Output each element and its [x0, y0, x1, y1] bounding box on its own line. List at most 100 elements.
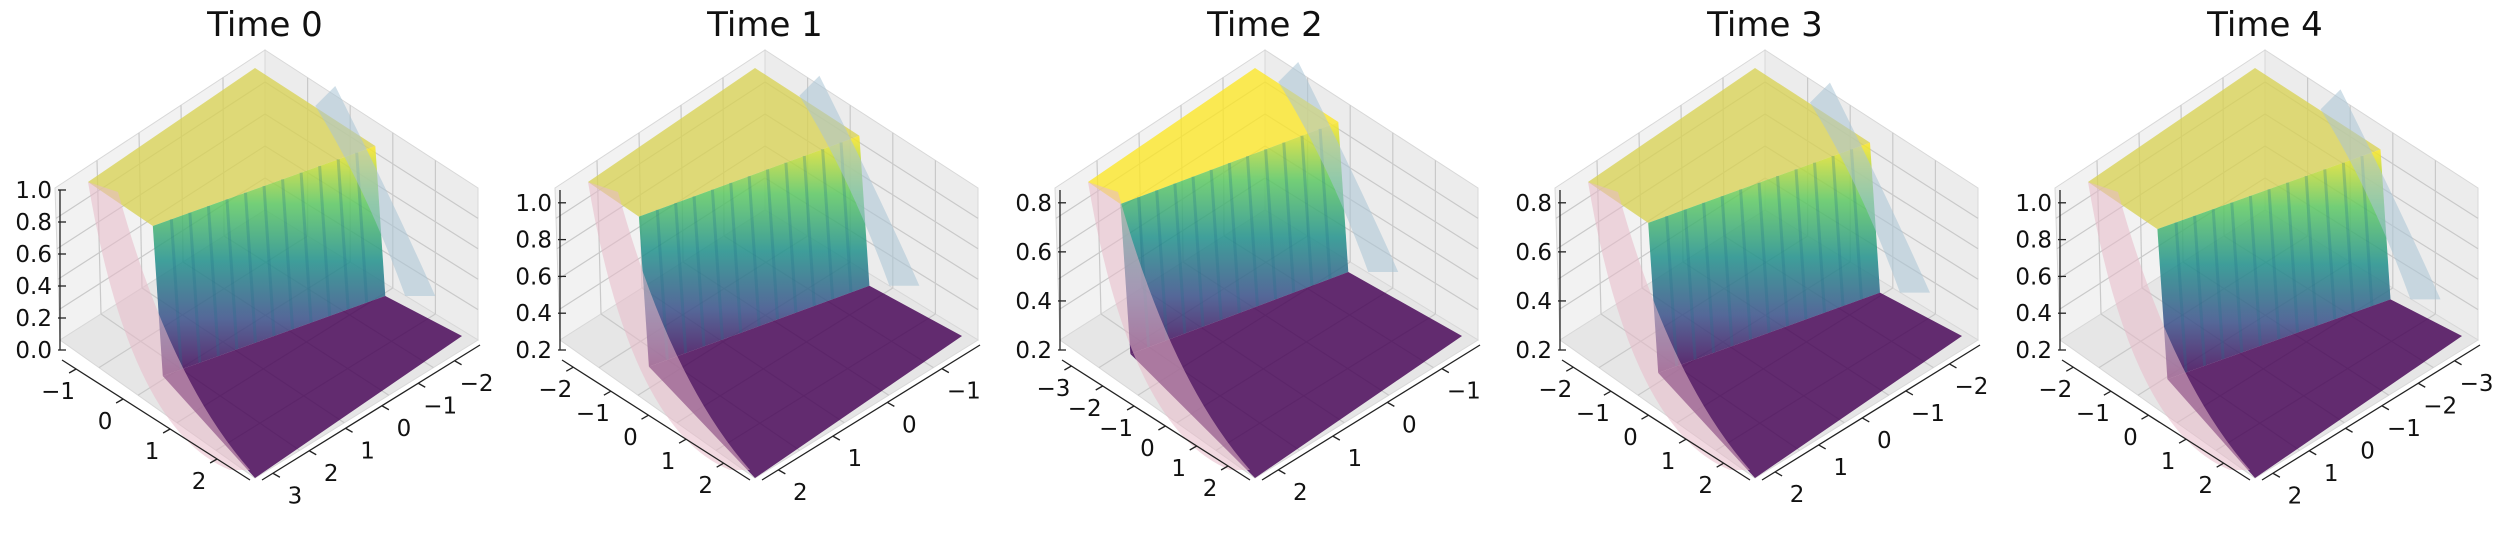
y-tick-label: −1 — [2387, 416, 2421, 442]
x-tick-label: 1 — [1171, 456, 1186, 482]
y-tick-label: −2 — [2423, 393, 2457, 419]
x-tick — [162, 428, 171, 434]
y-tick-label: −1 — [1447, 379, 1481, 405]
x-tick-label: −1 — [2076, 401, 2110, 427]
x-axis — [1061, 359, 1251, 481]
surface-floor — [162, 296, 463, 478]
x-tick — [1565, 366, 1574, 372]
surface-ripple — [802, 155, 816, 307]
z-tick-label: 0.6 — [1515, 240, 1552, 266]
x-axis — [61, 359, 251, 481]
y-axis — [1761, 344, 1981, 481]
surface-floor — [648, 285, 962, 478]
x-tick-label: 1 — [145, 439, 160, 465]
surface-plateau — [1588, 68, 1870, 223]
x-tick — [1095, 385, 1104, 391]
x-tick — [1064, 365, 1072, 371]
surface-plateau — [88, 68, 376, 226]
y-tick-label: −2 — [460, 371, 494, 397]
surface-ripple — [1813, 162, 1827, 313]
surface-ripple — [2286, 182, 2300, 333]
z-tick-label: 1.0 — [2015, 191, 2052, 217]
surface-ripple — [821, 149, 835, 300]
surface-ripple — [2211, 209, 2225, 360]
y-tick-label: 0 — [397, 416, 412, 442]
x-tick-label: −3 — [1036, 376, 1070, 402]
panel-title: Time 4 — [2206, 5, 2323, 45]
x-tick — [1158, 425, 1166, 431]
z-tick-label: 0.6 — [515, 264, 552, 290]
z-tick-label: 1.0 — [15, 178, 52, 204]
y-tick-label: −3 — [2460, 371, 2494, 397]
surface-ripple — [281, 179, 295, 330]
x-tick — [209, 458, 218, 464]
y-tick-label: 2 — [793, 480, 808, 506]
surface-ripple — [1683, 209, 1697, 360]
surface-ripple — [243, 192, 257, 343]
surface-ripple — [262, 185, 276, 337]
y-tick — [1278, 469, 1286, 475]
surface-cliff — [152, 146, 386, 376]
y-tick-label: 1 — [1833, 455, 1848, 481]
z-tick-label: 0.2 — [515, 338, 552, 364]
y-tick — [1441, 368, 1450, 374]
surface-ripple — [299, 172, 313, 323]
panel-title: Time 1 — [706, 5, 823, 45]
surface-ripple — [1173, 183, 1187, 334]
x-tick-label: 0 — [2123, 425, 2138, 451]
surface-ripple — [1282, 142, 1296, 293]
x-tick-label: 1 — [1661, 449, 1676, 475]
surface-ripple — [1665, 216, 1679, 367]
y-tick-label: 1 — [2324, 461, 2339, 487]
surface-shadow — [588, 182, 750, 470]
panel-title: Time 3 — [1706, 5, 1823, 45]
z-tick-label: 0.0 — [15, 338, 52, 364]
z-tick-label: 0.2 — [1515, 338, 1552, 364]
y-tick — [778, 469, 786, 475]
z-tick-label: 0.4 — [2015, 301, 2052, 327]
surface-cliff — [2157, 149, 2391, 380]
x-tick-label: −2 — [2038, 377, 2072, 403]
surface-cliff — [1648, 142, 1880, 373]
z-tick-label: 0.4 — [515, 301, 552, 327]
x-tick-label: 1 — [661, 449, 676, 475]
y-tick — [2381, 405, 2390, 411]
surface-ripple — [729, 182, 743, 333]
y-tick — [1774, 471, 1783, 477]
panel-title: Time 2 — [1206, 5, 1323, 45]
surface-ripple — [2304, 175, 2318, 327]
x-axis — [561, 359, 751, 481]
y-tick — [2272, 472, 2281, 478]
surface-ripple — [318, 165, 332, 317]
x-tick-label: 2 — [698, 473, 713, 499]
y-tick-label: 1 — [360, 438, 375, 464]
x-tick-label: 0 — [1623, 425, 1638, 451]
surface-ripple — [1264, 149, 1278, 300]
z-tick-label: 0.8 — [15, 210, 52, 236]
z-tick-label: 0.6 — [2015, 264, 2052, 290]
y-tick — [2454, 360, 2462, 366]
y-tick — [454, 360, 462, 366]
x-tick-label: 0 — [98, 409, 113, 435]
surface-shadow — [1088, 182, 1250, 470]
surface-ripple — [1300, 135, 1314, 286]
y-tick — [1818, 444, 1827, 450]
x-tick — [1603, 390, 1612, 396]
surface-cliff — [1120, 122, 1349, 354]
x-tick — [1678, 438, 1687, 444]
surface-ghost — [799, 75, 920, 286]
x-tick-label: −2 — [1538, 377, 1572, 403]
y-tick-label: 0 — [902, 412, 917, 438]
y-tick-label: 1 — [1348, 446, 1363, 472]
z-tick-label: 0.4 — [1015, 289, 1052, 315]
surface-ripple — [2193, 215, 2207, 366]
z-tick-label: 0.2 — [2015, 338, 2052, 364]
y-tick-label: 2 — [2288, 483, 2303, 509]
x-tick-label: 0 — [623, 425, 638, 451]
y-tick — [381, 405, 390, 411]
